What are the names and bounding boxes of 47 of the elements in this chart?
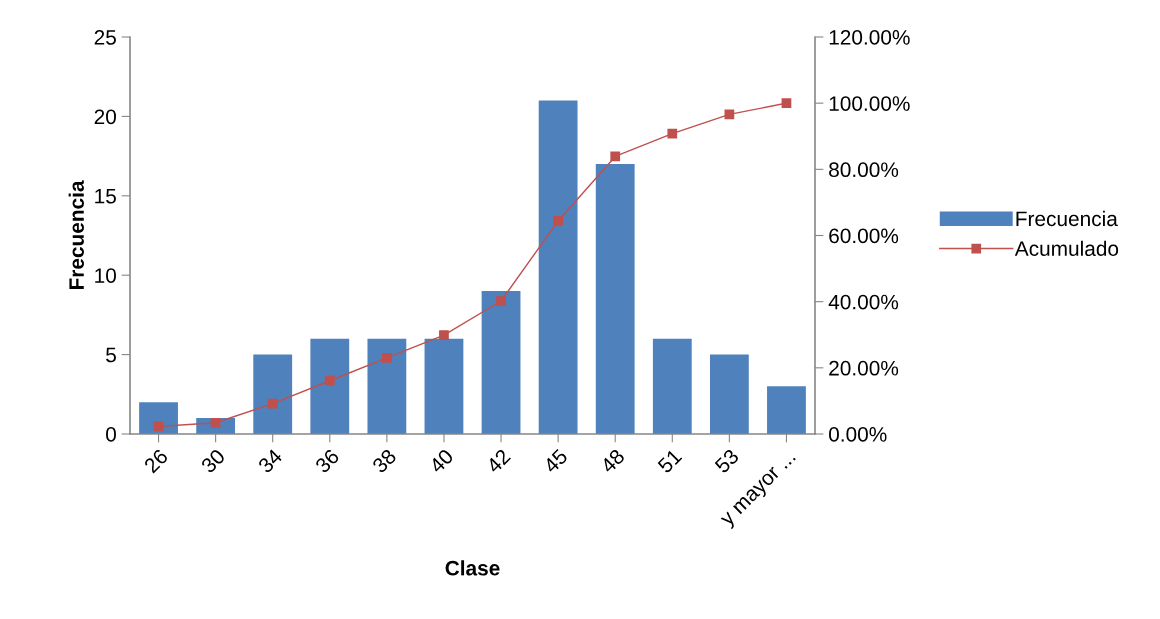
- point: [439, 330, 449, 340]
- bar: [538, 100, 578, 434]
- y-tick-label: 15: [95, 189, 116, 204]
- y2-tick-label: 80.00%: [829, 162, 899, 178]
- y-tick-label: 20: [94, 109, 116, 125]
- point: [667, 128, 678, 139]
- y2-tick-label: 120.00%: [829, 30, 910, 45]
- y-tick-label: 10: [95, 268, 116, 283]
- x-tick-label: 48: [599, 448, 626, 475]
- x-tick-label: 36: [314, 448, 340, 474]
- point: [324, 375, 335, 386]
- x-tick-label: 38: [371, 448, 398, 474]
- bar: [424, 338, 464, 434]
- x-tick-label: 51: [657, 448, 683, 474]
- y2-tick-label: 100.00%: [829, 96, 910, 111]
- x-tick-label: 30: [200, 448, 226, 474]
- bar: [367, 338, 407, 434]
- y2-tick-label: 0.00%: [829, 427, 887, 442]
- x-tick-label: 45: [542, 448, 569, 475]
- bar: [709, 354, 749, 434]
- point: [267, 398, 278, 409]
- bar: [767, 386, 806, 434]
- point: [382, 353, 392, 363]
- legend-label: Frecuencia: [1016, 210, 1118, 227]
- bar: [139, 402, 178, 434]
- y-axis-title: Frecuencia: [68, 180, 84, 290]
- point: [496, 296, 506, 306]
- bar: [310, 338, 350, 434]
- bar: [481, 291, 521, 434]
- x-tick-label: 40: [428, 448, 455, 475]
- point: [553, 216, 563, 226]
- y-tick-label: 25: [94, 30, 116, 45]
- bar: [253, 354, 293, 434]
- y-tick-label: 0: [106, 427, 116, 442]
- y2-tick-label: 40.00%: [828, 294, 899, 310]
- x-tick-label: 26: [143, 448, 169, 474]
- legend-label: Acumulado: [1014, 240, 1119, 257]
- bar: [652, 338, 692, 434]
- y-tick-label: 5: [106, 347, 116, 363]
- x-tick-label: 34: [257, 448, 284, 474]
- bar: [595, 164, 635, 434]
- y2-tick-label: 20.00%: [829, 360, 899, 376]
- x-axis-title: Clase: [445, 560, 500, 576]
- point: [781, 98, 792, 109]
- x-tick-label: 42: [485, 448, 511, 474]
- y2-tick-label: 60.00%: [829, 228, 899, 244]
- point: [610, 151, 621, 162]
